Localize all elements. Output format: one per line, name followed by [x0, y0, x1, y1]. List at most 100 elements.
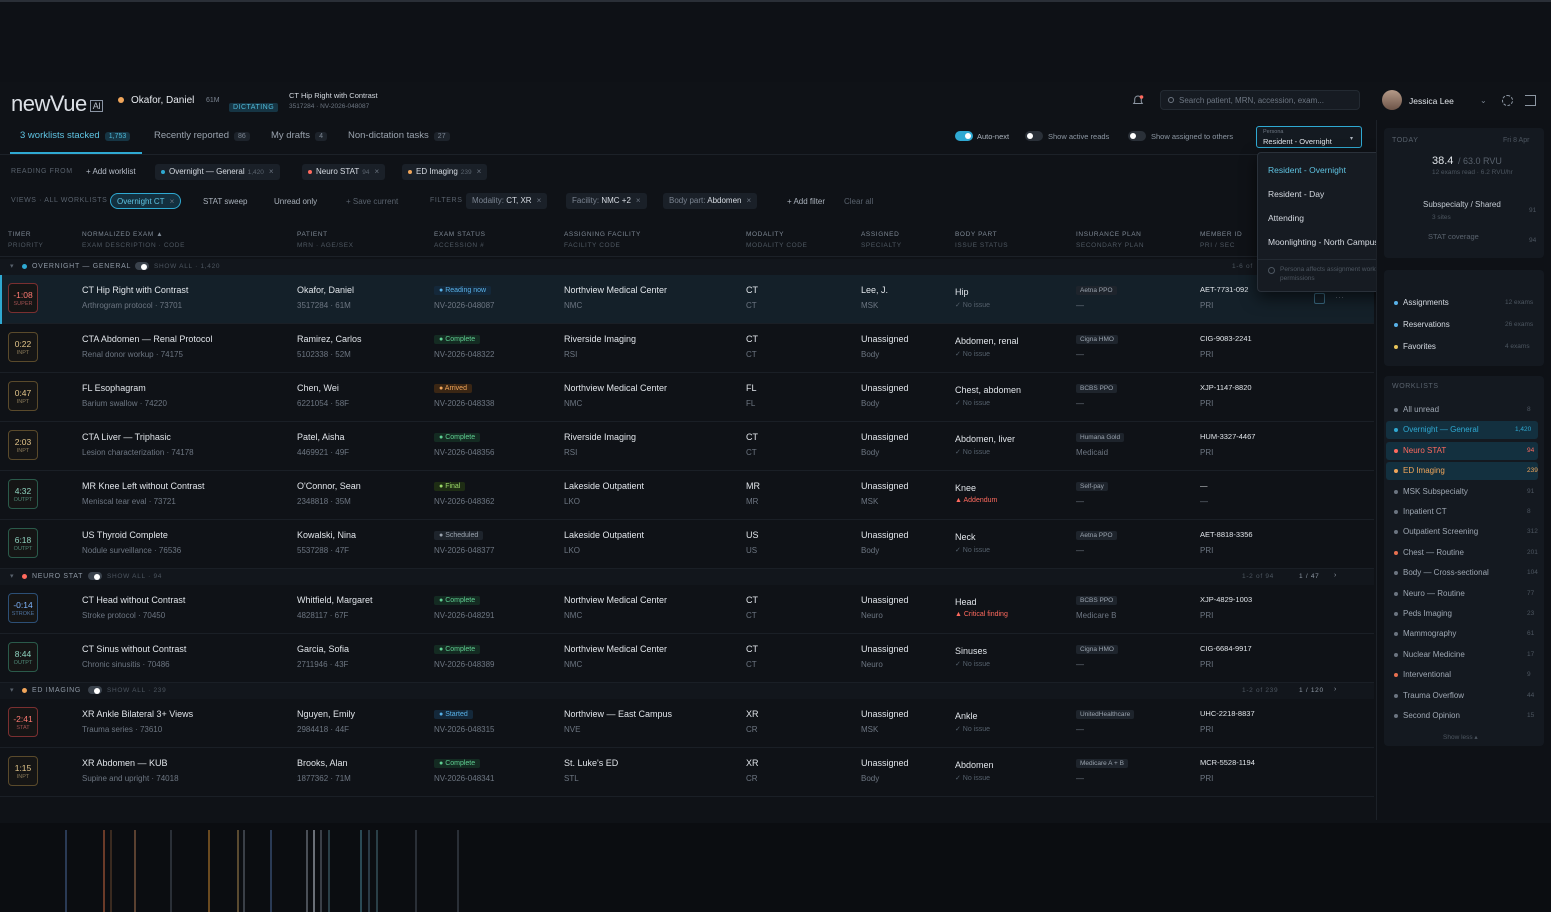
patient-name[interactable]: Garcia, Sofia	[297, 644, 350, 654]
assigned[interactable]: Unassigned	[861, 383, 909, 393]
patient-name[interactable]: Okafor, Daniel	[297, 285, 355, 295]
sidebar-item[interactable]: Overnight — General	[1394, 425, 1479, 434]
persona-option[interactable]: Moonlighting - North Campus	[1268, 237, 1379, 247]
patient-name[interactable]: Whitfield, Margaret	[297, 595, 373, 605]
worklist-chip[interactable]: ED Imaging 239 ×	[402, 164, 488, 180]
exam-name[interactable]: FL Esophagram	[82, 383, 146, 393]
persona-option[interactable]: Resident - Overnight	[1268, 165, 1346, 175]
pager[interactable]: 1 / 120	[1299, 687, 1324, 694]
patient-name[interactable]: Chen, Wei	[297, 383, 339, 393]
table-row[interactable]: 8:44 OUTPT CT Sinus without Contrast Chroni…	[0, 634, 1374, 683]
sidebar-item[interactable]: MSK Subspecialty	[1394, 487, 1468, 496]
sidebar-item[interactable]: Second Opinion	[1394, 711, 1460, 720]
view-overnight-ct[interactable]: Overnight CT ×	[110, 193, 182, 209]
assigned[interactable]: Unassigned	[861, 432, 909, 442]
persona-option[interactable]: Resident - Day	[1268, 189, 1325, 199]
pager[interactable]: 1 / 47	[1299, 573, 1320, 580]
group-toggle[interactable]	[135, 262, 149, 270]
exam-name[interactable]: CTA Abdomen — Renal Protocol	[82, 334, 213, 344]
sidebar-item[interactable]: Peds Imaging	[1394, 609, 1452, 618]
persona-select[interactable]: Persona Resident - Overnight ▾	[1256, 126, 1362, 148]
sidebar-item[interactable]: Neuro — Routine	[1394, 589, 1465, 598]
app-logo[interactable]: newVue AI	[11, 91, 104, 117]
sidebar-item[interactable]: Nuclear Medicine	[1394, 650, 1465, 659]
show-all-link[interactable]: SHOW ALL · 94	[107, 573, 163, 580]
exam-name[interactable]: XR Abdomen — KUB	[82, 758, 168, 768]
assigned[interactable]: Unassigned	[861, 709, 909, 719]
tab-recently-reported[interactable]: Recently reported 86	[154, 130, 250, 141]
bell-icon[interactable]	[1132, 94, 1144, 106]
filter-body-part[interactable]: Body part: Abdomen ×	[663, 193, 758, 209]
user-name[interactable]: Jessica Lee	[1409, 96, 1454, 106]
view-stat-sweep[interactable]: STAT sweep	[203, 197, 248, 206]
sidebar-item[interactable]: Outpatient Screening	[1394, 527, 1478, 536]
add-filter-button[interactable]: + Add filter	[787, 197, 826, 206]
row-action-icon[interactable]	[1314, 293, 1325, 304]
column-header[interactable]: PATIENT MRN · AGE/SEX	[297, 229, 354, 251]
gear-icon[interactable]	[1502, 95, 1513, 106]
assigned[interactable]: Lee, J.	[861, 285, 889, 295]
exam-name[interactable]: MR Knee Left without Contrast	[82, 481, 205, 491]
patient-name[interactable]: Patel, Aisha	[297, 432, 345, 442]
chevron-down-icon[interactable]: ⌄	[1480, 96, 1487, 105]
save-view-button[interactable]: + Save current	[346, 197, 399, 206]
table-row[interactable]: -1:08 SUPER CT Hip Right with Contrast Arth…	[0, 275, 1374, 324]
column-header[interactable]: EXAM STATUS ACCESSION #	[434, 229, 486, 251]
add-worklist-button[interactable]: + Add worklist	[86, 167, 136, 176]
column-header[interactable]: MEMBER ID PRI / SEC	[1200, 229, 1242, 251]
tab-worklists-stacked[interactable]: 3 worklists stacked 1,753	[20, 130, 131, 141]
worklist-chip[interactable]: Neuro STAT 94 ×	[302, 164, 386, 180]
group-header[interactable]: ▾ NEURO STAT SHOW ALL · 94 1-2 of 94 1 / 47 ›	[0, 569, 1374, 585]
assigned[interactable]: Unassigned	[861, 644, 909, 654]
more-icon[interactable]: ⋯	[1335, 292, 1344, 302]
table-row[interactable]: 4:32 OUTPT MR Knee Left without Contrast Me…	[0, 471, 1374, 520]
show-assigned-toggle[interactable]	[1128, 131, 1146, 141]
table-row[interactable]: -0:14 STROKE CT Head without Contrast Strok…	[0, 585, 1374, 634]
patient-name[interactable]: O'Connor, Sean	[297, 481, 361, 491]
assigned[interactable]: Unassigned	[861, 481, 909, 491]
avatar[interactable]	[1382, 90, 1402, 110]
sidebar-item[interactable]: Interventional	[1394, 670, 1451, 679]
sidebar-item[interactable]: Assignments	[1394, 298, 1449, 307]
sidebar-item[interactable]: Inpatient CT	[1394, 507, 1447, 516]
view-unread-only[interactable]: Unread only	[274, 197, 318, 206]
tab-non-dictation[interactable]: Non-dictation tasks 27	[348, 130, 450, 141]
group-header[interactable]: ▾ ED IMAGING SHOW ALL · 239 1-2 of 239 1 / 1…	[0, 683, 1374, 699]
show-all-link[interactable]: SHOW ALL · 1,420	[154, 263, 221, 270]
filter-facility[interactable]: Facility: NMC +2 ×	[566, 193, 647, 209]
chevron-down-icon[interactable]: ▾	[10, 263, 15, 270]
table-row[interactable]: 2:03 INPT CTA Liver — Triphasic Lesion char…	[0, 422, 1374, 471]
chevron-down-icon[interactable]: ▾	[10, 573, 15, 580]
exam-name[interactable]: CT Hip Right with Contrast	[82, 285, 189, 295]
filter-modality[interactable]: Modality: CT, XR ×	[466, 193, 548, 209]
auto-next-toggle[interactable]	[955, 131, 973, 141]
patient-name[interactable]: Brooks, Alan	[297, 758, 348, 768]
column-header[interactable]: ASSIGNED SPECIALTY	[861, 229, 902, 251]
show-less-button[interactable]: Show less ▴	[1443, 734, 1478, 741]
column-header[interactable]: MODALITY MODALITY CODE	[746, 229, 808, 251]
group-toggle[interactable]	[88, 686, 102, 694]
group-toggle[interactable]	[88, 572, 102, 580]
clear-filters-button[interactable]: Clear all	[844, 197, 874, 206]
table-row[interactable]: 0:47 INPT FL Esophagram Barium swallow · 74…	[0, 373, 1374, 422]
assigned[interactable]: Unassigned	[861, 334, 909, 344]
table-row[interactable]: -2:41 STAT XR Ankle Bilateral 3+ Views Trau…	[0, 699, 1374, 748]
show-all-link[interactable]: SHOW ALL · 239	[107, 687, 167, 694]
sidebar-item[interactable]: ED Imaging	[1394, 466, 1445, 475]
persona-option[interactable]: Attending	[1268, 213, 1304, 223]
column-header[interactable]: BODY PART ISSUE STATUS	[955, 229, 1008, 251]
logout-icon[interactable]	[1525, 95, 1536, 106]
exam-name[interactable]: CT Head without Contrast	[82, 595, 186, 605]
patient-name[interactable]: Kowalski, Nina	[297, 530, 357, 540]
show-active-toggle[interactable]	[1025, 131, 1043, 141]
table-row[interactable]: 0:22 INPT CTA Abdomen — Renal Protocol Rena…	[0, 324, 1374, 373]
chevron-right-icon[interactable]: ›	[1334, 686, 1338, 693]
exam-name[interactable]: CT Sinus without Contrast	[82, 644, 187, 654]
exam-name[interactable]: XR Ankle Bilateral 3+ Views	[82, 709, 194, 719]
tab-my-drafts[interactable]: My drafts 4	[271, 130, 327, 141]
sidebar-item[interactable]: Mammography	[1394, 629, 1456, 638]
patient-name[interactable]: Okafor, Daniel	[131, 95, 195, 106]
sidebar-item[interactable]: Neuro STAT	[1394, 446, 1446, 455]
exam-name[interactable]: US Thyroid Complete	[82, 530, 168, 540]
worklist-chip[interactable]: Overnight — General 1,420 ×	[155, 164, 280, 180]
